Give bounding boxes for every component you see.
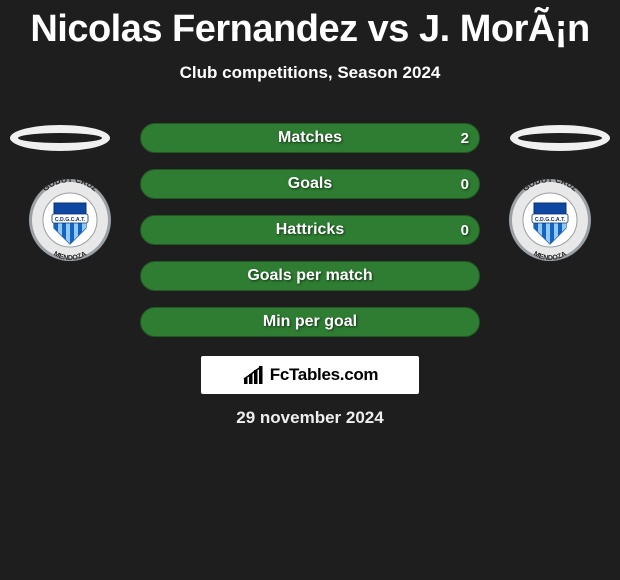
page-subtitle: Club competitions, Season 2024 bbox=[0, 63, 620, 83]
stat-row: Matches 2 bbox=[140, 123, 480, 153]
stat-value-right: 0 bbox=[461, 222, 469, 239]
player-right-avatar-placeholder bbox=[510, 125, 610, 151]
stat-label: Goals bbox=[288, 175, 332, 193]
stat-row: Hattricks 0 bbox=[140, 215, 480, 245]
svg-text:C.D.G.C.A.T.: C.D.G.C.A.T. bbox=[535, 217, 566, 223]
stats-rows: Matches 2 Goals 0 Hattricks 0 Goals per match M… bbox=[140, 123, 480, 353]
page-title: Nicolas Fernandez vs J. MorÃ¡n bbox=[0, 0, 620, 51]
stat-label: Matches bbox=[278, 129, 342, 147]
stat-value-right: 0 bbox=[461, 176, 469, 193]
branding-text: FcTables.com bbox=[270, 365, 379, 385]
date-text: 29 november 2024 bbox=[0, 408, 620, 428]
stat-label: Hattricks bbox=[276, 221, 344, 239]
stat-label: Min per goal bbox=[263, 313, 357, 331]
branding-box: FcTables.com bbox=[201, 356, 419, 394]
club-badge-right: GODOY CRUZ MENDOZA C.D.G.C.A.T. bbox=[500, 178, 600, 262]
page-root: Nicolas Fernandez vs J. MorÃ¡n Club comp… bbox=[0, 0, 620, 580]
stat-value-right: 2 bbox=[461, 130, 469, 147]
club-badge-left: GODOY CRUZ MENDOZA C.D.G.C.A.T. bbox=[20, 178, 120, 262]
stat-row: Min per goal bbox=[140, 307, 480, 337]
stat-label: Goals per match bbox=[247, 267, 372, 285]
player-left-avatar-placeholder bbox=[10, 125, 110, 151]
stat-row: Goals 0 bbox=[140, 169, 480, 199]
branding-chart-icon bbox=[242, 364, 266, 386]
svg-text:C.D.G.C.A.T.: C.D.G.C.A.T. bbox=[55, 217, 86, 223]
stat-row: Goals per match bbox=[140, 261, 480, 291]
